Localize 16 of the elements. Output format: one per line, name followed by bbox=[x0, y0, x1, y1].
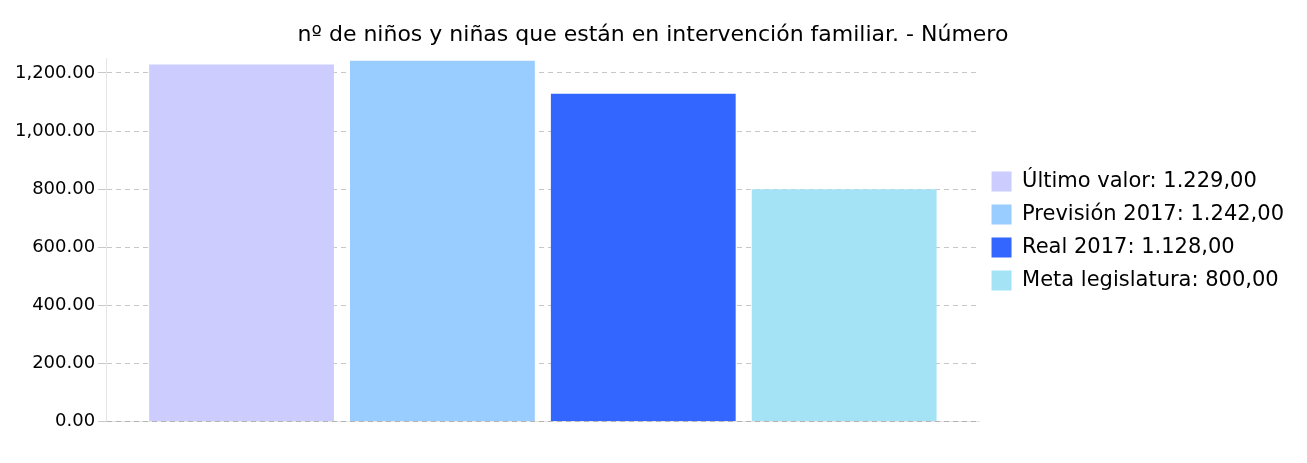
legend-label: Real 2017: 1.128,00 bbox=[1022, 233, 1235, 258]
y-tick-label: 1,200.00 bbox=[15, 60, 96, 82]
y-tick-label: 1,000.00 bbox=[15, 118, 96, 140]
y-tick-label: 800.00 bbox=[32, 176, 96, 198]
chart-title: nº de niños y niñas que están en intervención familiar. - Número bbox=[297, 20, 1009, 46]
y-tick-label: 400.00 bbox=[32, 293, 96, 315]
bar bbox=[350, 60, 535, 422]
y-tick-label: 0.00 bbox=[55, 409, 96, 431]
legend-label: Último valor: 1.229,00 bbox=[1022, 166, 1257, 192]
y-tick-label: 200.00 bbox=[32, 351, 96, 373]
bar bbox=[149, 64, 334, 422]
bar bbox=[550, 93, 736, 422]
legend-label: Previsión 2017: 1.242,00 bbox=[1022, 200, 1284, 225]
bar bbox=[751, 189, 937, 422]
legend-label: Meta legislatura: 800,00 bbox=[1022, 266, 1279, 291]
y-tick-label: 600.00 bbox=[32, 234, 96, 256]
